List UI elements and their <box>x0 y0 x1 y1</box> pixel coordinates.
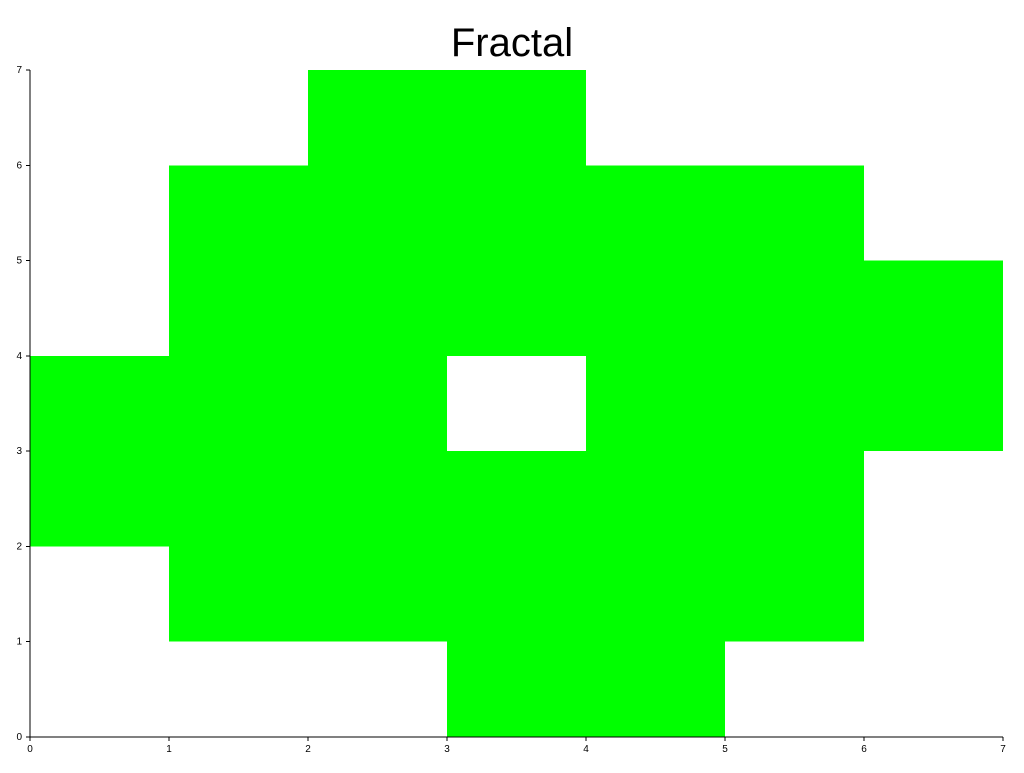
filled-cell <box>586 451 725 547</box>
cells-layer <box>30 70 1003 737</box>
filled-cell <box>725 165 864 261</box>
filled-cell <box>725 451 864 547</box>
x-tick-label: 7 <box>1000 744 1006 755</box>
x-tick-label: 5 <box>722 744 728 755</box>
y-tick-label: 2 <box>16 541 22 552</box>
y-tick-label: 6 <box>16 160 22 171</box>
filled-cell <box>169 451 308 547</box>
filled-cell <box>725 260 864 356</box>
filled-cell <box>308 451 447 547</box>
filled-cell <box>447 641 586 737</box>
filled-cell <box>447 70 586 166</box>
filled-cell <box>308 165 447 261</box>
filled-cell <box>586 165 725 261</box>
chart-title: Fractal <box>451 21 573 65</box>
filled-cell <box>30 451 169 547</box>
filled-cell <box>308 70 447 166</box>
y-tick-label: 4 <box>16 351 22 362</box>
x-tick-label: 4 <box>583 744 589 755</box>
filled-cell <box>586 260 725 356</box>
filled-cell <box>586 641 725 737</box>
filled-cell <box>586 546 725 642</box>
x-tick-label: 6 <box>861 744 867 755</box>
filled-cell <box>169 546 308 642</box>
filled-cell <box>169 260 308 356</box>
filled-cell <box>864 355 1003 452</box>
x-tick-label: 3 <box>444 744 450 755</box>
axes-layer: 0 1 2 3 4 5 6 7 0 1 2 3 4 5 6 7 <box>16 65 1006 755</box>
y-tick-label: 7 <box>16 65 22 76</box>
filled-cell <box>725 355 864 452</box>
filled-cell <box>725 546 864 642</box>
x-tick-label: 0 <box>27 744 33 755</box>
filled-cell <box>308 546 447 642</box>
filled-cell <box>447 546 586 642</box>
filled-cell <box>169 355 308 452</box>
x-tick-label: 2 <box>305 744 311 755</box>
filled-cell <box>308 355 447 452</box>
y-tick-label: 0 <box>16 732 22 743</box>
filled-cell <box>169 165 308 261</box>
y-tick-label: 1 <box>16 637 22 648</box>
y-tick-label: 5 <box>16 256 22 267</box>
filled-cell <box>308 260 447 356</box>
filled-cell <box>586 355 725 452</box>
filled-cell <box>447 260 586 356</box>
filled-cell <box>447 165 586 261</box>
filled-cell <box>864 260 1003 356</box>
x-tick-label: 1 <box>166 744 172 755</box>
y-tick-label: 3 <box>16 446 22 457</box>
filled-cell <box>447 451 586 547</box>
filled-cell <box>30 355 169 452</box>
